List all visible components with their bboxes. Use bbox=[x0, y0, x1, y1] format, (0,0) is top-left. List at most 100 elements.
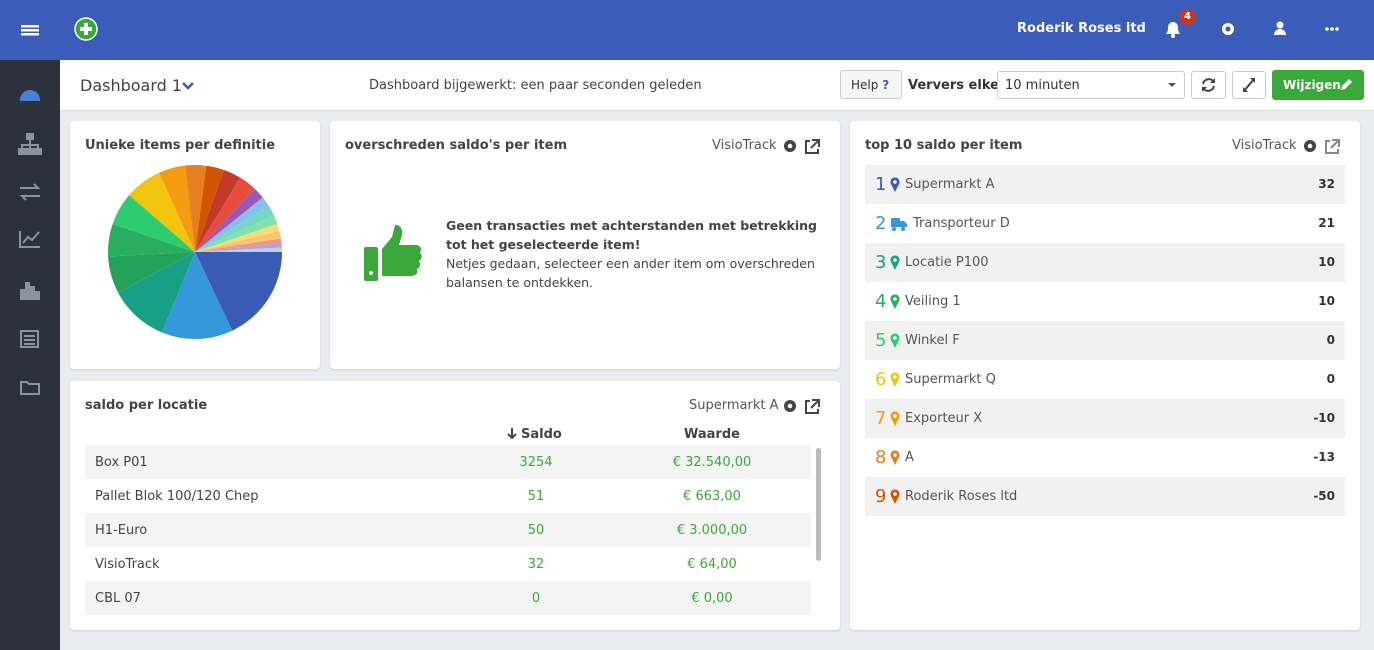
item-name: Roderik Roses ltd bbox=[905, 489, 1018, 504]
location-source: Supermarkt A bbox=[689, 398, 779, 413]
table-body: Box P01 3254 € 32.540,00 Pallet Blok 100/12… bbox=[85, 445, 811, 615]
pin-shape bbox=[890, 450, 900, 465]
pie-slice bbox=[195, 177, 255, 252]
refresh-icon bbox=[1202, 78, 1215, 92]
pie-slice bbox=[195, 215, 278, 252]
wheel bbox=[901, 227, 905, 231]
update-status: Dashboard bijgewerkt: een paar seconden … bbox=[369, 78, 702, 93]
truck-body bbox=[891, 218, 900, 227]
waarde: € 32.540,00 bbox=[672, 455, 752, 470]
pin-icon bbox=[890, 450, 900, 465]
sidebar-icons[interactable] bbox=[18, 90, 42, 395]
add-button[interactable] bbox=[74, 17, 98, 41]
saldo: 3254 bbox=[519, 455, 553, 470]
rank: 6 bbox=[875, 369, 887, 390]
dashboard-name[interactable]: Dashboard 1 bbox=[80, 76, 183, 95]
company-name[interactable]: Roderik Roses ltd bbox=[1017, 21, 1146, 36]
more-button[interactable] bbox=[1325, 27, 1339, 31]
pie-slice bbox=[195, 165, 224, 252]
pin-shape bbox=[890, 372, 900, 387]
item-value: 32 bbox=[1318, 177, 1335, 191]
card-actions[interactable] bbox=[780, 397, 828, 415]
top10-source: VisioTrack bbox=[1232, 138, 1297, 153]
scrollbar[interactable] bbox=[816, 448, 821, 561]
column-header[interactable]: Saldo bbox=[521, 427, 562, 442]
pin-icon bbox=[890, 333, 900, 348]
refresh-value: 10 minuten bbox=[1005, 78, 1080, 93]
card-actions[interactable] bbox=[1300, 137, 1348, 155]
item-name: Veiling 1 bbox=[905, 294, 961, 309]
saldo: 50 bbox=[527, 523, 545, 538]
rank: 1 bbox=[875, 174, 887, 195]
pin-hole bbox=[893, 414, 897, 418]
location-name: H1-Euro bbox=[95, 523, 148, 538]
item-name: Transporteur D bbox=[913, 216, 1010, 231]
fullscreen-button[interactable] bbox=[1232, 71, 1266, 99]
pie-slice bbox=[195, 169, 241, 252]
pie-slice bbox=[195, 197, 269, 252]
item-value: 0 bbox=[1326, 372, 1335, 386]
pin-hole bbox=[893, 258, 897, 262]
waarde: € 3.000,00 bbox=[676, 523, 748, 538]
item-name: Supermarkt Q bbox=[905, 372, 996, 387]
pie-card: Unieke items per definitie bbox=[70, 121, 320, 369]
waarde: € 663,00 bbox=[683, 489, 741, 504]
pie-slice bbox=[108, 223, 195, 257]
top10-row: 5 Winkel F 0 bbox=[865, 321, 1345, 360]
column-header[interactable]: Waarde bbox=[684, 427, 740, 442]
notification-badge: 4 bbox=[1179, 9, 1196, 25]
edit-label: Wijzigen bbox=[1283, 78, 1341, 92]
dashboard-dropdown[interactable] bbox=[181, 80, 195, 92]
pin-icon bbox=[890, 411, 900, 426]
pie-slice bbox=[108, 252, 195, 293]
top-bar bbox=[0, 0, 1374, 60]
pin-shape bbox=[890, 411, 900, 426]
message-bold: Geen transacties met achterstanden met b… bbox=[446, 218, 818, 252]
item-name: Exporteur X bbox=[905, 411, 983, 426]
pin-shape bbox=[890, 333, 900, 348]
edit-button[interactable]: Wijzigen bbox=[1272, 70, 1364, 100]
help-button[interactable]: Help ? bbox=[840, 70, 902, 99]
pie-slice bbox=[195, 252, 282, 331]
sort-icon bbox=[507, 428, 517, 440]
pie-slice bbox=[195, 247, 282, 252]
pin-shape bbox=[890, 177, 900, 192]
pie-slice bbox=[195, 223, 280, 252]
refresh-select[interactable]: 10 minuten bbox=[997, 71, 1185, 99]
card-actions[interactable] bbox=[780, 137, 828, 155]
settings-button[interactable] bbox=[1222, 23, 1234, 35]
location-name: Box P01 bbox=[95, 455, 148, 470]
top10-title: top 10 saldo per item bbox=[865, 138, 1023, 153]
top10-list: 1 Supermarkt A 32 2 Transporteur D 21 3 Locatie… bbox=[865, 165, 1345, 516]
table-row: Box P01 3254 € 32.540,00 bbox=[85, 445, 811, 479]
refresh-button[interactable] bbox=[1191, 71, 1226, 99]
saldo: 51 bbox=[527, 489, 545, 504]
help-icon: ? bbox=[882, 78, 890, 92]
notifications-button[interactable] bbox=[1166, 22, 1180, 38]
refresh-label: Ververs elke: bbox=[908, 78, 1005, 93]
item-name: Locatie P100 bbox=[905, 255, 989, 270]
table-row: H1-Euro 50 € 3.000,00 bbox=[85, 513, 811, 547]
item-value: 21 bbox=[1318, 216, 1335, 230]
table-row: VisioTrack 32 € 64,00 bbox=[85, 547, 811, 581]
top10-row: 1 Supermarkt A 32 bbox=[865, 165, 1345, 204]
pin-hole bbox=[893, 492, 897, 496]
top10-card: top 10 saldo per item VisioTrack 1 Superm… bbox=[850, 121, 1360, 630]
rank: 8 bbox=[875, 447, 887, 468]
help-label: Help bbox=[851, 78, 879, 92]
menu-button[interactable] bbox=[21, 25, 39, 36]
item-value: 10 bbox=[1318, 294, 1335, 308]
top10-row: 2 Transporteur D 21 bbox=[865, 204, 1345, 243]
fullscreen-icon bbox=[1243, 78, 1255, 92]
rank: 3 bbox=[875, 252, 887, 273]
message-text: Netjes gedaan, selecteer een ander item … bbox=[446, 256, 815, 290]
pin-icon bbox=[890, 372, 900, 387]
waarde: € 0,00 bbox=[691, 591, 733, 606]
user-button[interactable] bbox=[1274, 21, 1286, 36]
rank: 2 bbox=[875, 213, 887, 234]
wheel bbox=[892, 227, 896, 231]
pin-icon bbox=[890, 255, 900, 270]
pin-icon bbox=[890, 294, 900, 309]
pie-slice bbox=[118, 252, 195, 333]
